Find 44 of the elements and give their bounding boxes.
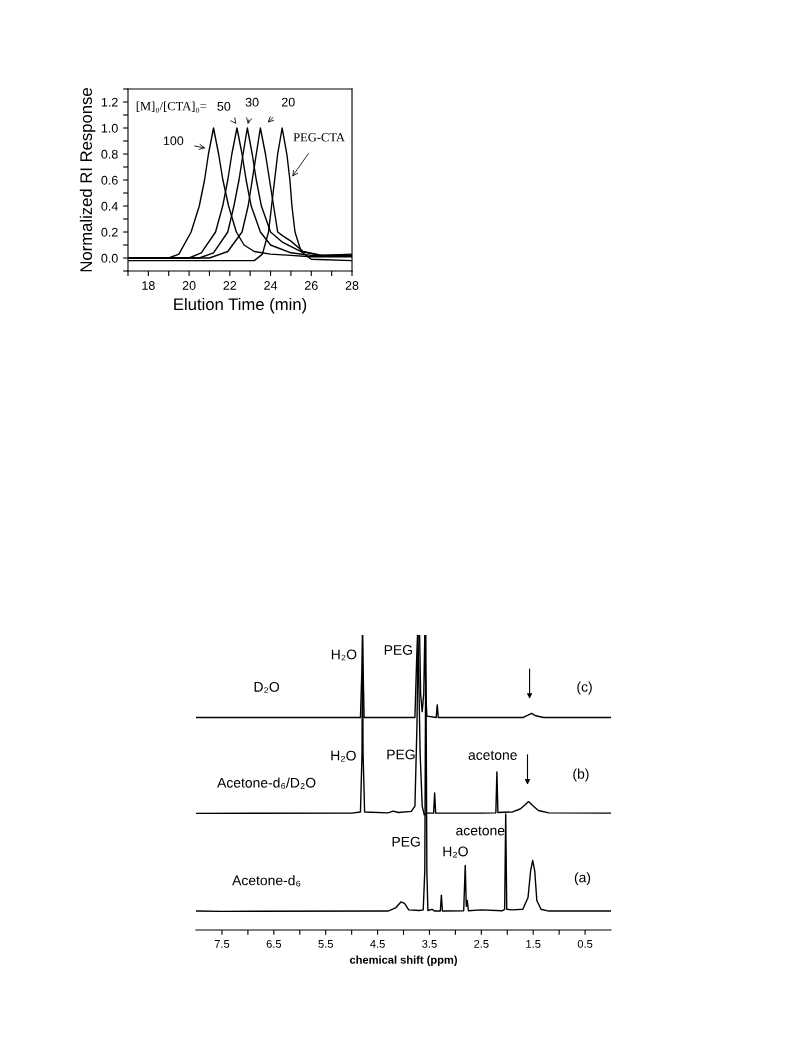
series-label: Acetone-d₆/D₂O — [217, 777, 316, 789]
series-label: D₂O — [254, 681, 280, 693]
annotation: 20 — [281, 97, 295, 107]
annotation: H₂O — [331, 750, 356, 762]
x-tick-label: 26 — [304, 281, 318, 290]
y-tick-label: 0.2 — [101, 227, 118, 237]
x-tick-label: 28 — [345, 281, 359, 290]
y-tick-label: 0.8 — [101, 149, 118, 159]
annotation: acetone — [468, 750, 517, 760]
x-tick-label: 24 — [264, 281, 278, 290]
x-tick-label: 20 — [182, 281, 196, 290]
annotation: 100 — [163, 136, 184, 146]
annotation: H₂O — [331, 649, 357, 661]
y-axis-title: Normalized RI Response — [79, 88, 96, 272]
x-tick-label: 0.5 — [577, 939, 593, 948]
x-tick-label: 4.5 — [370, 940, 385, 948]
annotation: (c) — [577, 681, 592, 695]
x-axis-title: chemical shift (ppm) — [349, 955, 457, 966]
y-tick-label: 0.0 — [101, 253, 118, 263]
annotation: 30 — [245, 97, 259, 107]
annotation: PEG — [384, 645, 412, 655]
annotation: PEG-CTA — [293, 133, 345, 142]
y-tick-label: 1.0 — [101, 123, 118, 133]
x-tick-label: 1.5 — [526, 940, 541, 948]
y-tick-label: 0.6 — [101, 175, 118, 185]
x-tick-label: 2.5 — [474, 939, 489, 948]
x-tick-label: 3.5 — [422, 939, 437, 948]
annotation: PEG — [387, 749, 415, 760]
annotation: (a) — [574, 872, 591, 886]
x-tick-label: 22 — [223, 281, 237, 290]
x-tick-label: 18 — [142, 281, 155, 290]
annotation: 50 — [217, 101, 231, 111]
annotation: (b) — [573, 768, 589, 782]
y-tick-label: 0.4 — [101, 201, 118, 211]
annotation: acetone — [456, 826, 505, 836]
series-label: Acetone-d₆ — [232, 875, 301, 887]
x-tick-label: 5.5 — [318, 940, 333, 948]
x-tick-label: 7.5 — [214, 940, 230, 948]
annotation: H₂O — [443, 846, 468, 858]
annotation: PEG — [392, 836, 420, 847]
x-tick-label: 6.5 — [266, 939, 282, 948]
y-tick-label: 1.2 — [101, 97, 118, 107]
annotation: [M]₀/[CTA]₀= — [136, 101, 207, 113]
x-axis-title: Elution Time (min) — [174, 297, 307, 314]
